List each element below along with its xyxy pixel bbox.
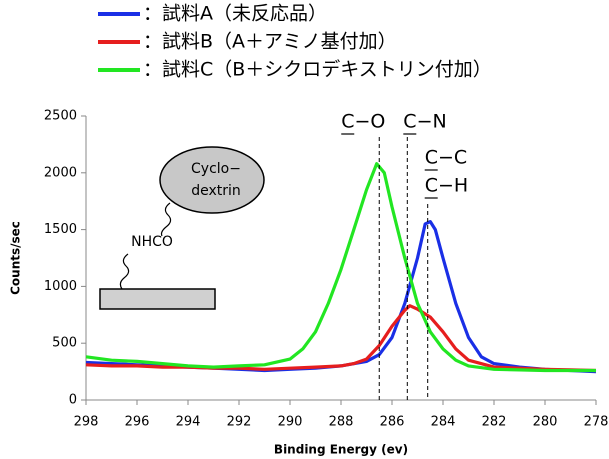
inset-linker-bond xyxy=(162,203,171,236)
y-tick-label: 2500 xyxy=(44,109,77,124)
y-axis-title: Counts/sec xyxy=(9,221,23,295)
x-tick-label: 290 xyxy=(278,415,303,430)
x-tick-label: 284 xyxy=(431,415,456,430)
y-tick-label: 500 xyxy=(52,336,77,351)
inset-text: Cyclo− xyxy=(191,161,241,177)
annotation: C−O xyxy=(341,111,385,133)
x-tick-label: 282 xyxy=(482,415,507,430)
annotation: C−N xyxy=(403,111,446,133)
legend-label: ：試料B（A＋アミノ基付加） xyxy=(143,31,397,53)
x-tick-label: 292 xyxy=(227,415,252,430)
y-tick-label: 1000 xyxy=(44,279,77,294)
data-line xyxy=(86,306,596,371)
y-tick-label: 2000 xyxy=(44,165,77,180)
x-tick-label: 278 xyxy=(584,415,609,430)
x-tick-label: 280 xyxy=(533,415,558,430)
annotation: C−C xyxy=(425,147,467,169)
x-tick-label: 296 xyxy=(125,415,150,430)
x-tick-label: 286 xyxy=(380,415,405,430)
legend-label: ：試料A（未反応品） xyxy=(143,3,327,25)
y-tick-label: 0 xyxy=(69,393,77,408)
annotation: C−H xyxy=(425,175,468,197)
inset-diagram: Cyclo− dextrin NHCO xyxy=(100,147,264,309)
inset-surface xyxy=(100,289,215,309)
x-tick-label: 288 xyxy=(329,415,354,430)
x-tick-label: 298 xyxy=(74,415,99,430)
y-tick-label: 1500 xyxy=(44,222,77,237)
inset-surface-bond xyxy=(120,254,128,289)
data-line xyxy=(86,164,596,371)
inset-text: NHCO xyxy=(131,234,173,250)
legend-label: ：試料C（B＋シクロデキストリン付加） xyxy=(143,59,492,81)
x-axis-title: Binding Energy (ev) xyxy=(274,443,408,457)
chart: Cyclo− dextrin NHCO Binding Energy (ev) … xyxy=(0,0,609,459)
x-tick-label: 294 xyxy=(176,415,201,430)
inset-text: dextrin xyxy=(191,183,241,199)
inset-ellipse xyxy=(160,147,264,213)
